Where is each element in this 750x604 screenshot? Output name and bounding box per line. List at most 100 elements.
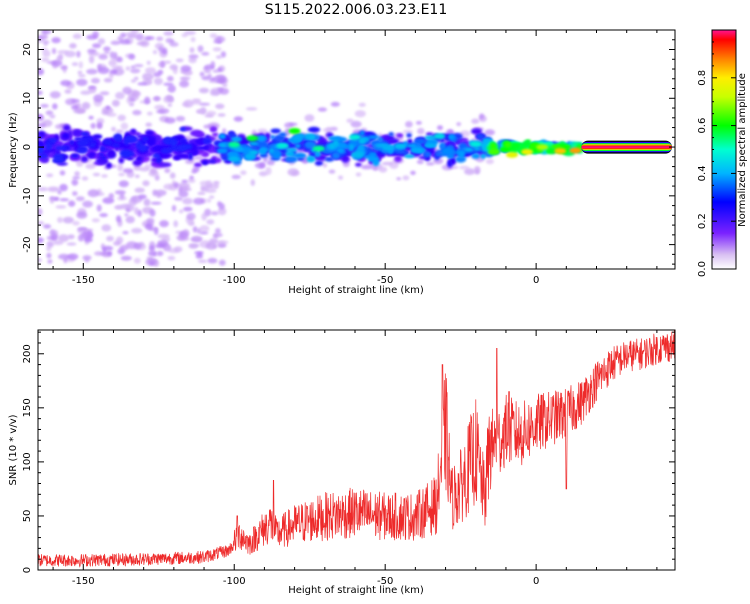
spectrogram-cell — [204, 69, 212, 74]
spectrogram-cell — [545, 147, 557, 155]
spectrogram-cell — [58, 53, 64, 60]
spectrogram-cell — [196, 145, 210, 151]
spectrogram-cell — [167, 84, 176, 93]
spectrogram-cell — [424, 135, 436, 141]
spectrogram-cell — [178, 190, 189, 198]
spectrogram-cell — [180, 65, 192, 72]
y-tick-label: 0 — [22, 567, 33, 573]
spectrogram-cell — [99, 152, 105, 158]
spectrogram-cell — [73, 108, 86, 114]
spectrogram-cell — [405, 121, 413, 128]
spectrogram-cell — [179, 80, 190, 88]
spectrogram-cell — [113, 133, 122, 142]
spectrogram-cell — [176, 153, 189, 159]
spectrogram-cell — [145, 130, 154, 137]
spectrogram-cell — [145, 222, 153, 231]
spectrogram-cell — [206, 219, 215, 225]
x-tick-label: -100 — [223, 576, 246, 587]
spectrogram-cell — [122, 86, 132, 95]
spectrogram-cell — [285, 155, 298, 163]
spectrogram-cell — [464, 147, 474, 152]
spectrogram-cell — [38, 122, 46, 128]
spectrogram-cell — [136, 41, 148, 46]
spectrogram-cell — [193, 162, 203, 168]
spectrogram-cell — [199, 71, 205, 77]
spectrogram-cell — [207, 257, 218, 264]
x-tick-label: -150 — [72, 275, 95, 286]
spectrogram-cell — [81, 102, 91, 110]
spectrogram-cell — [402, 175, 410, 181]
spectrogram-cell — [99, 213, 108, 218]
spectrogram-cell — [42, 40, 50, 44]
spectrogram-cell — [113, 241, 121, 246]
spectrogram-cell — [182, 197, 193, 205]
spectrogram-cell — [388, 132, 394, 137]
spectrogram-cell — [249, 149, 259, 156]
colorbar-tick-label: 0.6 — [697, 118, 708, 134]
spectrogram-cell — [80, 155, 89, 163]
spectrogram-cell — [204, 114, 214, 118]
spectrogram-cell — [134, 174, 140, 179]
spectrogram-cell — [116, 56, 123, 63]
spectrogram-cell — [130, 79, 137, 83]
spectrogram-cell — [59, 183, 68, 192]
spectrogram-cell — [476, 134, 483, 140]
spectrogram-cell — [64, 50, 76, 58]
spectrogram-cell — [209, 77, 217, 82]
spectrogram-cell — [103, 46, 111, 52]
spectrogram-cell — [222, 128, 227, 135]
spectrogram-cell — [197, 259, 208, 263]
spectrogram-cell — [145, 67, 156, 74]
spectrogram-cell — [85, 163, 96, 169]
spectrogram-cell — [111, 126, 116, 132]
spectrogram-cell — [256, 135, 266, 142]
spectrogram-cell — [168, 145, 181, 152]
spectrogram-cell — [53, 197, 60, 201]
spectrogram-cell — [402, 129, 414, 134]
spectrogram-cell — [146, 217, 155, 224]
spectrogram-cell — [109, 69, 118, 75]
spectrogram-cell — [306, 155, 316, 163]
spectrogram-cell — [426, 162, 435, 166]
spectrogram-cell — [355, 172, 362, 177]
spectrogram-cell — [338, 175, 344, 180]
y-tick-label: 100 — [22, 452, 33, 471]
spectrogram-cell — [72, 176, 81, 180]
spectrogram-cell — [167, 103, 172, 107]
spectrogram-cell — [47, 186, 60, 192]
x-tick-label: -150 — [72, 576, 95, 587]
spectrogram-cell — [107, 149, 116, 157]
spectrogram-cell — [127, 34, 138, 39]
spectrogram-cell — [171, 204, 177, 212]
spectrogram-cell — [213, 232, 223, 238]
spectrogram-cell — [128, 102, 135, 107]
spectrogram-cell — [96, 204, 102, 212]
spectrogram-cell — [314, 160, 323, 166]
spectrogram-cell — [276, 142, 289, 149]
spectrogram-cell — [175, 58, 184, 63]
spectrogram-cell — [504, 141, 512, 148]
spectrogram-cell — [309, 135, 316, 140]
spectrogram-cell — [70, 98, 80, 103]
spectrogram-cell — [150, 201, 162, 205]
spectrogram-cell — [133, 257, 141, 264]
spectrogram-cell — [122, 168, 134, 174]
spectrogram-cell — [157, 145, 165, 150]
spectrogram-cell — [525, 139, 531, 144]
spectrogram-cell — [184, 30, 197, 36]
spectrogram-cell — [154, 174, 160, 181]
spectrogram-cell — [82, 200, 93, 208]
spectrogram-cell — [349, 144, 354, 150]
spectrogram-cell — [142, 180, 150, 187]
spectrogram-cell — [350, 120, 362, 128]
spectrogram-cell — [201, 51, 210, 56]
spectrogram-cell — [86, 148, 94, 154]
spectrogram-cell — [227, 156, 239, 161]
spectrogram-cell — [41, 30, 52, 35]
spectrogram-cell — [38, 257, 42, 263]
spectrogram-cell — [233, 116, 243, 122]
spectrogram-cell — [158, 162, 172, 168]
spectrogram-cell — [70, 153, 80, 159]
spectrogram-cell — [125, 136, 138, 143]
